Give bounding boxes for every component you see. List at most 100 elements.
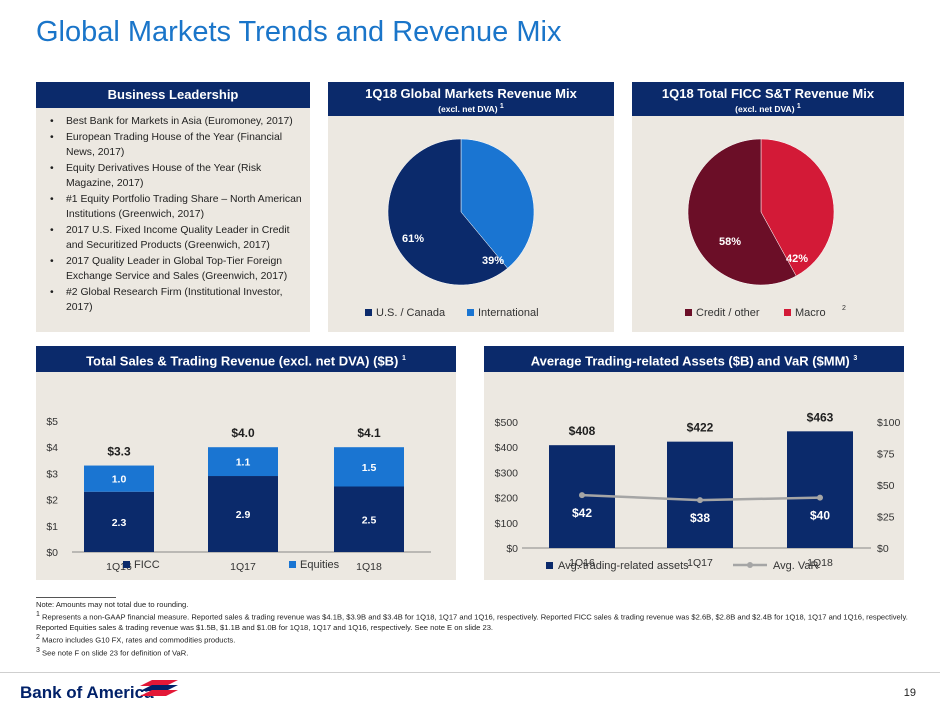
ficc-mix-subtitle: (excl. net DVA) 1 [735, 103, 801, 114]
footnote-rule [36, 597, 116, 598]
business-leadership-panel: Business Leadership Best Bank for Market… [36, 82, 310, 332]
bank-of-america-logo: Bank of America [20, 683, 154, 702]
legend-swatch-us [365, 309, 372, 316]
y-tick-label: $100 [495, 518, 519, 530]
pie-slices [387, 138, 535, 286]
page-title: Global Markets Trends and Revenue Mix [36, 16, 562, 48]
legend-macro-sup: 2 [842, 305, 846, 312]
page-number: 19 [903, 687, 916, 699]
legend-swatch-ficc [123, 561, 130, 568]
legend-label-us: U.S. / Canada [376, 307, 446, 319]
legend-label-credit: Credit / other [696, 307, 760, 319]
trading-assets-title: Average Trading-related Assets ($B) and … [530, 353, 850, 369]
sales-trading-panel: Total Sales & Trading Revenue (excl. net… [36, 346, 456, 580]
bar-value-label: 2.5 [362, 514, 377, 526]
y-tick-label: $400 [495, 442, 519, 454]
ficc-mix-panel: 1Q18 Total FICC S&T Revenue Mix (excl. n… [632, 82, 904, 332]
legend-label-macro: Macro [795, 307, 826, 319]
var-value-label: $42 [572, 506, 592, 520]
x-tick-label: 1Q18 [807, 557, 833, 569]
revenue-mix-pie-chart: 61% 39% U.S. / Canada International [365, 138, 539, 319]
pie-label-intl: 39% [482, 255, 504, 267]
revenue-mix-subtitle: (excl. net DVA) 1 [438, 103, 504, 114]
leadership-item: #1 Equity Portfolio Trading Share – Nort… [50, 192, 302, 222]
var-point [817, 494, 823, 501]
x-tick-label: 1Q18 [356, 561, 382, 573]
y-tick-label: $3 [46, 468, 58, 480]
legend-label-equities: Equities [300, 559, 340, 571]
legend-label-assets: Avg. trading-related assets [558, 560, 689, 572]
legend-swatch-equities [289, 561, 296, 568]
sales-trading-bar-chart: $0$1$2$3$4$5 2.31.0$3.31Q162.91.1$4.01Q1… [46, 416, 431, 573]
bar-assets [787, 431, 853, 548]
y-tick-label: $5 [46, 416, 58, 428]
legend-swatch-intl [467, 309, 474, 316]
legend-swatch-macro [784, 309, 791, 316]
pie-label-credit: 58% [719, 236, 741, 248]
pie-slice-macro [760, 138, 835, 277]
y-tick-label: $500 [495, 417, 519, 429]
bar-ficc [84, 491, 154, 552]
bar-ficc [334, 486, 404, 552]
bar-value-label: $408 [569, 424, 596, 438]
x-tick-label: 1Q17 [687, 557, 713, 569]
trading-assets-panel: Average Trading-related Assets ($B) and … [484, 346, 904, 580]
ficc-mix-pie-chart: 58% 42% Credit / other Macro 2 [685, 138, 846, 319]
legend-label-ficc: FICC [134, 559, 160, 571]
bar-total-label: $4.1 [357, 426, 381, 440]
revenue-mix-header: 1Q18 Global Markets Revenue Mix (excl. n… [328, 82, 614, 116]
y-tick-label: $0 [46, 547, 58, 559]
leadership-item: #2 Global Research Firm (Institutional I… [50, 285, 302, 315]
bar-value-label: $422 [687, 421, 714, 435]
legend-marker-var [747, 562, 753, 568]
footnote-2: 2 Macro includes G10 FX, rates and commo… [36, 634, 236, 645]
bar-total-label: $3.3 [107, 445, 131, 459]
var-line: $42 $38 $40 [572, 492, 830, 525]
y2-tick-label: $75 [877, 449, 895, 461]
leadership-item: 2017 U.S. Fixed Income Quality Leader in… [50, 223, 302, 253]
sales-trading-title: Total Sales & Trading Revenue (excl. net… [86, 353, 399, 369]
bars: $408 1Q16 $422 1Q17 $463 1Q18 [549, 410, 853, 569]
bar-ficc [208, 476, 278, 552]
x-tick-label: 1Q16 [569, 557, 595, 569]
pie-label-macro: 42% [786, 253, 808, 265]
ficc-mix-header: 1Q18 Total FICC S&T Revenue Mix (excl. n… [632, 82, 904, 116]
y-tick-label: $0 [506, 543, 518, 555]
y-tick-label: $300 [495, 467, 519, 479]
legend-swatch-assets [546, 562, 553, 569]
y2-tick-label: $25 [877, 512, 895, 524]
leadership-list: Best Bank for Markets in Asia (Euromoney… [36, 108, 310, 315]
footnote-3: 3 See note F on slide 23 for definition … [36, 646, 189, 658]
business-leadership-header: Business Leadership [36, 82, 310, 108]
var-value-label: $38 [690, 511, 710, 525]
sales-trading-header: Total Sales & Trading Revenue (excl. net… [36, 346, 456, 372]
revenue-mix-panel: 1Q18 Global Markets Revenue Mix (excl. n… [328, 82, 614, 332]
leadership-item: Best Bank for Markets in Asia (Euromoney… [50, 114, 302, 129]
var-point [579, 492, 585, 499]
bars: 2.31.0$3.31Q162.91.1$4.01Q172.51.5$4.11Q… [84, 426, 404, 573]
var-value-label: $40 [810, 509, 830, 523]
bar-value-label: $463 [807, 410, 834, 424]
bar-equities [208, 447, 278, 477]
pie-slice-credit-other [687, 138, 797, 286]
leadership-item: 2017 Quality Leader in Global Top-Tier F… [50, 254, 302, 284]
revenue-mix-title: 1Q18 Global Markets Revenue Mix [365, 86, 577, 101]
y-tick-label: $4 [46, 442, 58, 454]
bar-equities [84, 465, 154, 492]
legend-label-var: Avg. VaR [773, 560, 819, 572]
bar-assets [667, 441, 733, 548]
ficc-mix-title: 1Q18 Total FICC S&T Revenue Mix [661, 86, 875, 101]
pie-slices [687, 138, 835, 286]
leadership-item: Equity Derivatives House of the Year (Ri… [50, 161, 302, 191]
trading-assets-combo-chart: $0 $100 $200 $300 $400 $500 $0 $25 $50 $75 $100 $4… [495, 410, 901, 572]
pie-label-us: 61% [402, 233, 424, 245]
bar-value-label: 1.5 [362, 462, 377, 474]
trading-assets-header: Average Trading-related Assets ($B) and … [484, 346, 904, 372]
y-tick-label: $2 [46, 495, 58, 507]
pie-slice-international [460, 138, 535, 269]
leadership-item: European Trading House of the Year (Fina… [50, 130, 302, 160]
y2-tick-label: $0 [877, 543, 889, 555]
y2-tick-label: $100 [877, 417, 901, 429]
footnote-1: 1 Represents a non-GAAP financial measur… [36, 611, 908, 632]
bar-total-label: $4.0 [231, 426, 255, 440]
